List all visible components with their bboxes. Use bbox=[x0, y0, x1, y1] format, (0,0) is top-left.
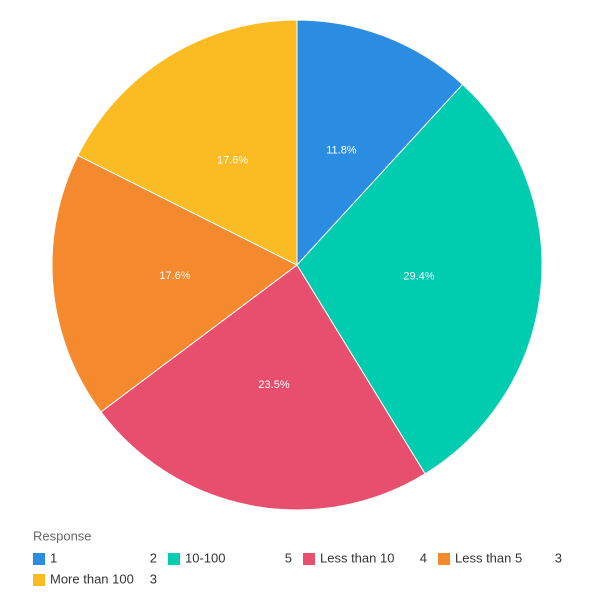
slice-label: 17.6% bbox=[159, 270, 190, 282]
slice-label: 29.4% bbox=[403, 271, 434, 283]
legend-swatch[interactable] bbox=[303, 553, 315, 565]
legend-swatch[interactable] bbox=[33, 574, 45, 586]
legend-count: 3 bbox=[555, 550, 562, 565]
legend-swatch[interactable] bbox=[438, 553, 450, 565]
pie-slice[interactable] bbox=[51, 154, 298, 413]
legend-count: 5 bbox=[285, 550, 292, 565]
legend-label: Less than 5 bbox=[455, 550, 522, 565]
legend-label: 1 bbox=[50, 550, 57, 565]
legend-count: 2 bbox=[150, 550, 157, 565]
legend-title: Response bbox=[33, 528, 92, 543]
pie-slice[interactable] bbox=[296, 19, 464, 267]
slice-label: 11.8% bbox=[326, 145, 357, 157]
legend-swatch[interactable] bbox=[168, 553, 180, 565]
pie-slice[interactable] bbox=[77, 19, 298, 266]
legend-count: 3 bbox=[150, 571, 157, 586]
pie-slice[interactable] bbox=[100, 264, 426, 511]
legend-label: Less than 10 bbox=[320, 550, 394, 565]
pie-slice[interactable] bbox=[296, 83, 543, 475]
slice-label: 17.6% bbox=[217, 155, 248, 167]
legend-label: 10-100 bbox=[185, 550, 225, 565]
legend-label: More than 100 bbox=[50, 571, 134, 586]
slice-label: 23.5% bbox=[258, 379, 289, 391]
legend-count: 4 bbox=[420, 550, 427, 565]
legend-swatch[interactable] bbox=[33, 553, 45, 565]
